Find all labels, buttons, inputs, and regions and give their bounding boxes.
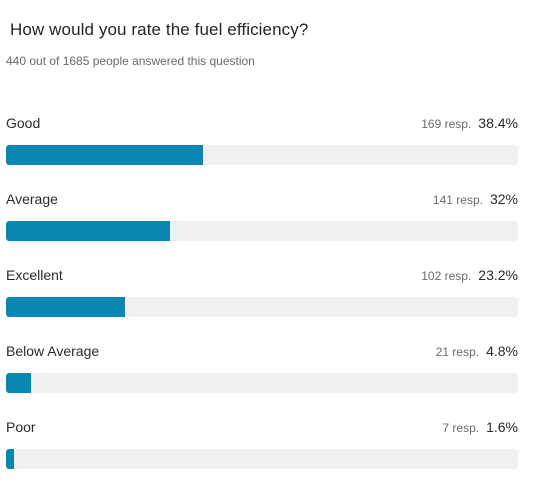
answer-row-below-average: Below Average 21 resp. 4.8% xyxy=(6,343,518,419)
response-percent: 32% xyxy=(489,191,518,207)
answer-label: Average xyxy=(6,191,58,207)
response-count: 102 resp. xyxy=(421,269,472,283)
answer-row-average: Average 141 resp. 32% xyxy=(6,191,518,267)
progress-bar-track xyxy=(6,145,518,165)
response-percent: 38.4% xyxy=(478,115,518,131)
answer-row-poor: Poor 7 resp. 1.6% xyxy=(6,419,518,495)
response-count: 21 resp. xyxy=(435,345,480,359)
progress-bar-fill xyxy=(6,221,170,241)
answer-label: Good xyxy=(6,115,41,131)
response-percent: 1.6% xyxy=(486,419,518,435)
progress-bar-track xyxy=(6,297,518,317)
progress-bar-fill xyxy=(6,449,15,469)
progress-bar-fill xyxy=(6,145,203,165)
progress-bar-track xyxy=(6,373,518,393)
answer-list: Good 169 resp. 38.4% Average 141 resp. 3… xyxy=(6,115,518,495)
answer-row-excellent: Excellent 102 resp. 23.2% xyxy=(6,267,518,343)
answer-label: Excellent xyxy=(6,267,63,283)
answer-stats: 169 resp. 38.4% xyxy=(421,115,518,131)
response-summary: 440 out of 1685 people answered this que… xyxy=(6,54,255,68)
response-percent: 23.2% xyxy=(478,267,518,283)
progress-bar-track xyxy=(6,221,518,241)
answer-stats: 7 resp. 1.6% xyxy=(442,419,518,435)
answer-stats: 21 resp. 4.8% xyxy=(436,343,518,359)
answer-stats: 102 resp. 23.2% xyxy=(421,267,518,283)
question-title: How would you rate the fuel efficiency? xyxy=(10,20,309,39)
response-count: 169 resp. xyxy=(421,117,472,131)
progress-bar-fill xyxy=(6,297,125,317)
response-percent: 4.8% xyxy=(486,343,518,359)
response-count: 7 resp. xyxy=(442,421,480,435)
answer-row-good: Good 169 resp. 38.4% xyxy=(6,115,518,191)
response-count: 141 resp. xyxy=(432,193,483,207)
answer-label: Poor xyxy=(6,419,36,435)
progress-bar-track xyxy=(6,449,518,469)
answer-label: Below Average xyxy=(6,343,100,359)
answer-stats: 141 resp. 32% xyxy=(433,191,518,207)
progress-bar-fill xyxy=(6,373,31,393)
